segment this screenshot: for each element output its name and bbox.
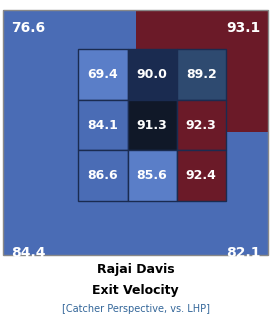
- Bar: [128, 100, 177, 150]
- Text: Exit Velocity: Exit Velocity: [92, 284, 179, 297]
- Bar: [128, 150, 177, 201]
- Bar: [78, 100, 128, 150]
- Bar: [136, 132, 268, 255]
- Text: 84.4: 84.4: [11, 246, 45, 260]
- Text: 76.6: 76.6: [11, 21, 45, 35]
- Bar: [78, 49, 128, 100]
- Text: 92.3: 92.3: [186, 119, 217, 131]
- Bar: [3, 132, 136, 255]
- Text: 93.1: 93.1: [226, 21, 260, 35]
- Text: 85.6: 85.6: [137, 169, 167, 182]
- Text: 86.6: 86.6: [88, 169, 118, 182]
- Text: 91.3: 91.3: [137, 119, 167, 131]
- Bar: [177, 49, 226, 100]
- Bar: [128, 49, 177, 100]
- Bar: [177, 150, 226, 201]
- Bar: [3, 10, 268, 255]
- Text: 90.0: 90.0: [137, 68, 167, 81]
- Text: 89.2: 89.2: [186, 68, 217, 81]
- Bar: [136, 10, 268, 132]
- Bar: [78, 150, 128, 201]
- Bar: [3, 10, 136, 132]
- Text: Rajai Davis: Rajai Davis: [97, 263, 174, 276]
- Text: [Catcher Perspective, vs. LHP]: [Catcher Perspective, vs. LHP]: [62, 304, 209, 315]
- Text: 84.1: 84.1: [88, 119, 118, 131]
- Text: 69.4: 69.4: [88, 68, 118, 81]
- Text: 82.1: 82.1: [226, 246, 260, 260]
- Bar: [177, 100, 226, 150]
- Text: 92.4: 92.4: [186, 169, 217, 182]
